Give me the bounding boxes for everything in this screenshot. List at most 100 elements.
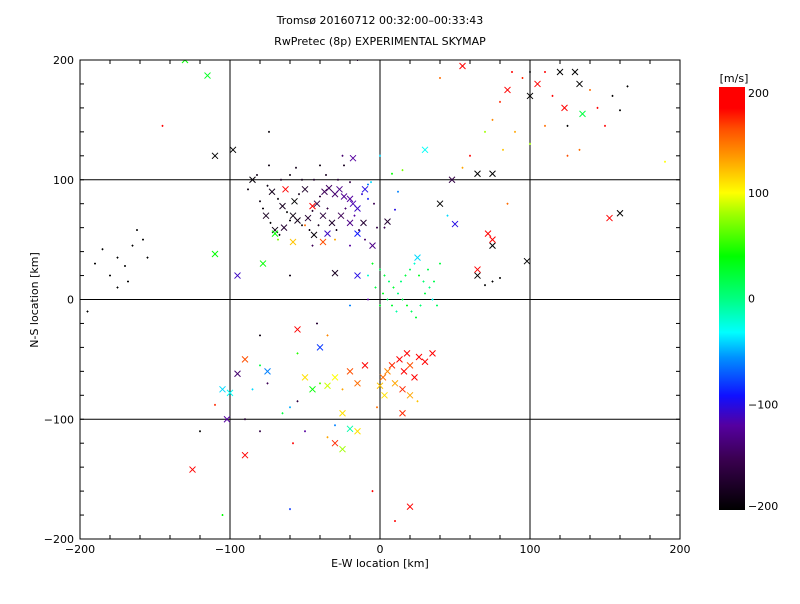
cross-marker [259, 260, 267, 267]
cross-marker [354, 427, 361, 435]
cross-marker [262, 212, 270, 220]
plus-marker [289, 406, 291, 409]
plus-marker [289, 508, 291, 511]
plus-marker [136, 229, 138, 232]
plus-marker [566, 154, 569, 157]
cross-marker [324, 230, 331, 237]
x-tick-label: −200 [65, 543, 95, 556]
plus-marker [499, 100, 501, 103]
plus-marker [262, 207, 264, 210]
cross-marker [489, 242, 496, 249]
plus-marker [506, 202, 509, 205]
cross-marker [268, 188, 276, 196]
cross-marker [354, 230, 361, 237]
plus-marker [491, 118, 494, 121]
plus-marker [289, 173, 291, 176]
plus-marker [131, 244, 134, 247]
y-tick-label: −200 [44, 533, 74, 546]
cross-marker [556, 68, 564, 76]
plus-marker [367, 274, 369, 277]
plus-marker [664, 160, 666, 163]
plus-marker [268, 130, 270, 133]
plus-marker [376, 406, 378, 409]
cross-marker [474, 266, 481, 273]
cross-marker [328, 219, 336, 227]
plus-marker [379, 154, 381, 157]
plus-marker [383, 274, 386, 277]
cross-marker [396, 356, 403, 363]
plus-marker [371, 490, 374, 493]
plus-marker [292, 442, 294, 445]
plus-marker [514, 130, 516, 133]
plus-marker [439, 76, 441, 79]
plus-marker [94, 262, 96, 265]
cross-marker [489, 170, 496, 178]
plus-marker [325, 173, 327, 176]
cross-marker [271, 230, 279, 237]
cross-marker [384, 367, 391, 375]
cross-marker [301, 373, 309, 381]
plus-marker [343, 164, 345, 167]
plus-marker [277, 238, 279, 241]
plus-marker [433, 280, 435, 283]
plus-marker [367, 197, 369, 200]
plus-marker [397, 292, 399, 295]
plus-marker [349, 181, 351, 184]
cross-marker [606, 214, 613, 222]
colorbar [719, 87, 745, 510]
plus-marker [301, 178, 303, 181]
plus-marker [259, 364, 261, 367]
plus-marker [281, 412, 284, 415]
plus-marker [401, 298, 404, 301]
plus-marker [142, 238, 144, 241]
plus-marker [376, 226, 378, 229]
plus-marker [116, 286, 119, 289]
plus-marker [439, 262, 441, 265]
cross-marker [399, 409, 406, 417]
plus-marker [268, 164, 270, 167]
cross-marker [360, 219, 367, 227]
plus-marker [311, 244, 314, 247]
cross-marker [340, 193, 348, 200]
cross-marker [474, 170, 481, 178]
cross-marker [181, 60, 189, 64]
plus-marker [436, 304, 438, 307]
cross-marker [331, 439, 339, 447]
plus-marker [259, 200, 261, 203]
plus-marker [370, 181, 372, 184]
plus-marker [397, 190, 399, 193]
plus-marker [86, 310, 89, 313]
cross-marker [316, 344, 324, 351]
plus-marker [313, 178, 315, 181]
colorbar-tick-label: 200 [748, 87, 769, 100]
cross-marker [291, 197, 298, 205]
plus-marker [259, 430, 261, 433]
colorbar-tick-label: 0 [748, 293, 755, 306]
plus-marker [418, 274, 420, 277]
cross-marker [361, 362, 369, 369]
plus-marker [578, 148, 581, 151]
x-tick-label: 0 [377, 543, 384, 556]
y-tick-label: 200 [53, 54, 74, 67]
plus-marker [319, 164, 321, 167]
plus-marker [404, 274, 407, 277]
plus-marker [244, 418, 246, 421]
plus-marker [266, 184, 269, 187]
x-tick-label: 100 [520, 543, 541, 556]
colorbar-label: [m/s] [720, 72, 749, 85]
plus-marker [199, 430, 201, 433]
plus-marker [566, 124, 569, 127]
plus-marker [461, 166, 464, 169]
chart-title: Tromsø 20160712 00:32:00–00:33:43 [276, 14, 484, 27]
cross-marker [339, 445, 346, 453]
cross-marker [226, 389, 234, 397]
cross-marker [321, 188, 328, 196]
plus-marker [326, 207, 329, 210]
cross-marker [249, 176, 256, 184]
plus-marker [277, 197, 279, 200]
cross-marker [484, 230, 492, 237]
cross-marker [264, 367, 271, 375]
cross-marker [280, 224, 288, 232]
plus-marker [161, 124, 164, 127]
plus-marker [295, 166, 297, 169]
